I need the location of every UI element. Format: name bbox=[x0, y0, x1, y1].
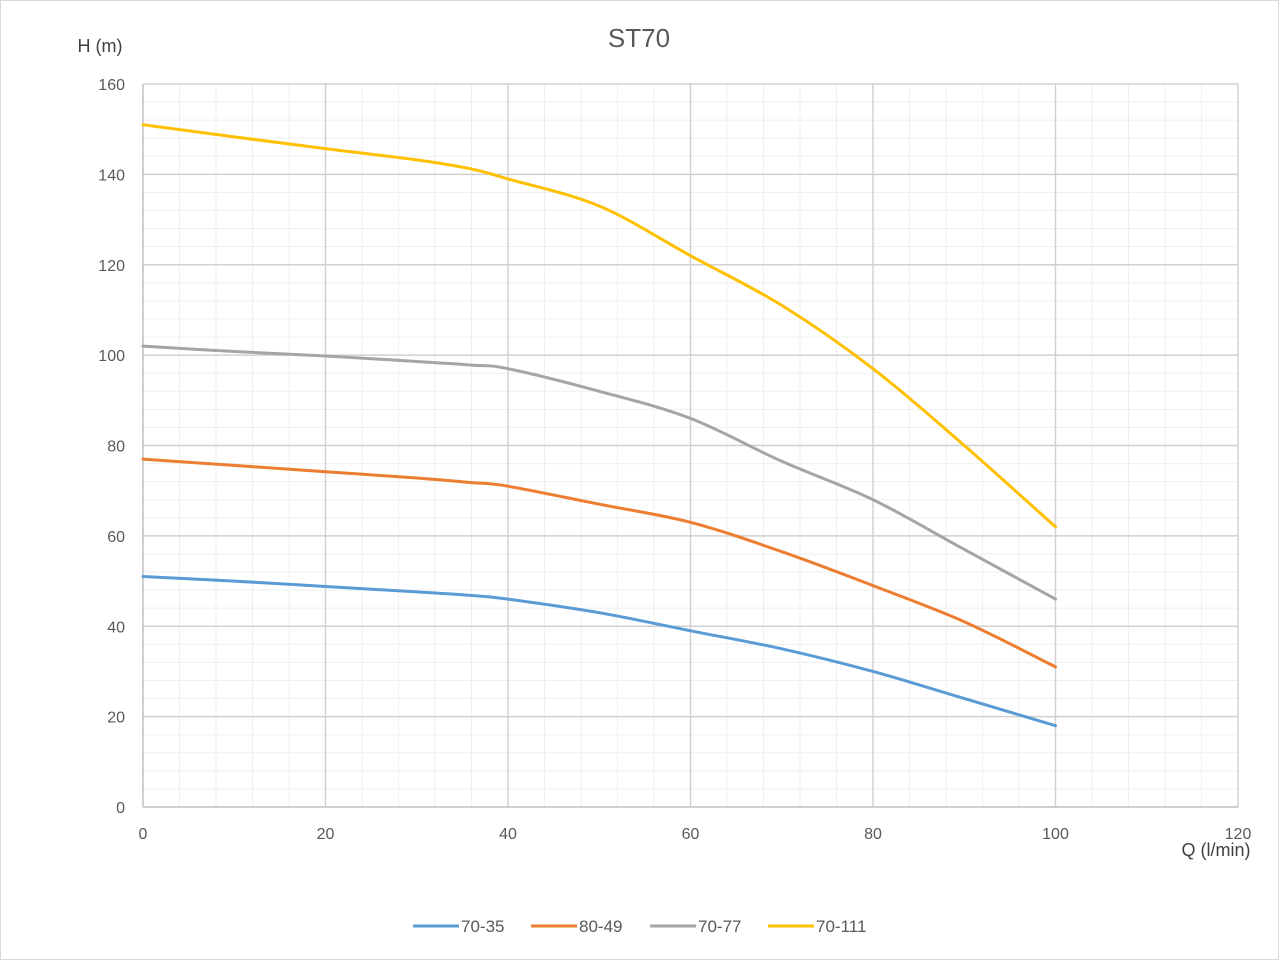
legend-item-70-35: 70-35 bbox=[413, 917, 504, 936]
legend-item-70-111: 70-111 bbox=[768, 917, 866, 936]
y-tick-label: 20 bbox=[107, 710, 125, 727]
legend-label: 70-35 bbox=[461, 917, 504, 936]
legend-item-80-49: 80-49 bbox=[531, 917, 622, 936]
series-line-70-35 bbox=[141, 575, 1057, 728]
y-tick-label: 100 bbox=[98, 348, 125, 365]
x-tick-label: 40 bbox=[499, 826, 517, 843]
y-tick-label: 0 bbox=[116, 800, 125, 817]
x-tick-label: 20 bbox=[317, 826, 335, 843]
x-tick-label: 0 bbox=[139, 826, 148, 843]
y-tick-labels: 0 20 40 60 80 100 120 140 160 bbox=[98, 77, 125, 817]
y-tick-label: 160 bbox=[98, 77, 125, 94]
series-line-70-77 bbox=[141, 344, 1057, 601]
y-tick-label: 140 bbox=[98, 167, 125, 184]
series-line-80-49 bbox=[141, 457, 1057, 669]
x-axis-label: Q (l/min) bbox=[1182, 840, 1251, 860]
y-tick-label: 40 bbox=[107, 619, 125, 636]
axes bbox=[142, 84, 1238, 808]
legend-label: 70-111 bbox=[816, 917, 866, 936]
legend-item-70-77: 70-77 bbox=[650, 917, 741, 936]
major-grid bbox=[143, 83, 1239, 807]
x-tick-label: 120 bbox=[1225, 826, 1252, 843]
x-tick-label: 60 bbox=[682, 826, 700, 843]
x-tick-labels: 0 20 40 60 80 100 120 bbox=[139, 826, 1252, 843]
legend-label: 70-77 bbox=[698, 917, 741, 936]
series-line-70-111 bbox=[141, 123, 1057, 529]
legend: 70-35 80-49 70-77 70-111 bbox=[413, 917, 866, 936]
y-axis-label: H (m) bbox=[78, 36, 123, 56]
chart-title: ST70 bbox=[608, 23, 670, 53]
y-tick-label: 60 bbox=[107, 529, 125, 546]
series-lines bbox=[141, 123, 1057, 728]
legend-label: 80-49 bbox=[579, 917, 622, 936]
x-tick-label: 100 bbox=[1042, 826, 1069, 843]
y-tick-label: 120 bbox=[98, 258, 125, 275]
y-tick-label: 80 bbox=[107, 439, 125, 456]
x-tick-label: 80 bbox=[864, 826, 882, 843]
